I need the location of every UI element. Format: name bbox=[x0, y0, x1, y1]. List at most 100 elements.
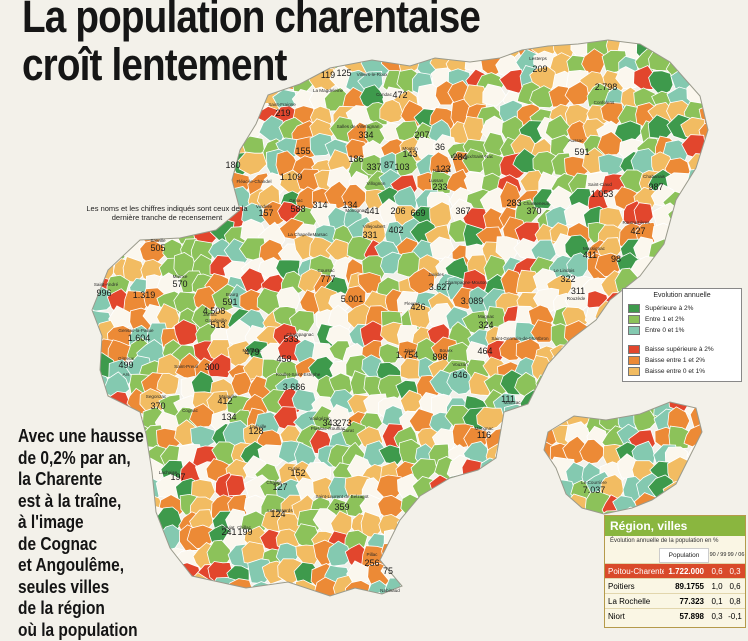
population-figure: 533 bbox=[283, 334, 298, 344]
population-figure: 411 bbox=[583, 250, 597, 260]
place-name-label: Saint-Fraigne bbox=[268, 102, 296, 107]
header-period-b: 99 / 06 bbox=[727, 552, 745, 558]
place-name-label: Saint-Germain-de-Montbron bbox=[491, 336, 549, 341]
place-name-label: Saint-Claud bbox=[588, 182, 612, 187]
population-figure: 273 bbox=[336, 418, 351, 428]
population-figure: 322 bbox=[560, 274, 575, 284]
table-cell-name: Poitou-Charentes bbox=[605, 567, 664, 576]
population-figure: 197 bbox=[170, 472, 185, 482]
population-figure: 152 bbox=[290, 468, 305, 478]
population-figure: 180 bbox=[225, 160, 240, 170]
population-figure: 402 bbox=[388, 225, 403, 235]
population-figure: 124 bbox=[270, 509, 285, 519]
legend-swatch bbox=[628, 304, 640, 313]
population-figure: 143 bbox=[402, 149, 417, 159]
population-figure: 206 bbox=[390, 206, 405, 216]
legend: Evolution annuelle Supérieure à 2%Entre … bbox=[622, 288, 742, 382]
table-cell-population: 57.898 bbox=[664, 612, 708, 621]
lede-line: et Angoulême, bbox=[18, 555, 147, 577]
place-name-label: Fléac-le-Chandel bbox=[237, 179, 272, 184]
lede-line: à l'image bbox=[18, 512, 147, 534]
table-cell-b: -0,1 bbox=[726, 612, 744, 621]
population-figure: 367 bbox=[455, 206, 470, 216]
population-figure: 3.089 bbox=[461, 296, 484, 306]
legend-item: Baisse entre 0 et 1% bbox=[628, 366, 736, 377]
place-name-label: Champagne-Mouton bbox=[445, 280, 487, 285]
place-name-label: Segonzac bbox=[146, 394, 167, 399]
place-name-label: Vouzan bbox=[452, 362, 468, 367]
population-figure: 283 bbox=[506, 198, 521, 208]
population-figure: 898 bbox=[432, 352, 447, 362]
table-rows: Poitou-Charentes1.722.0000,60,3Poitiers8… bbox=[605, 563, 745, 623]
population-figure: 505 bbox=[150, 243, 165, 253]
place-name-label: Cognac bbox=[182, 408, 199, 413]
place-name-label: Saint-André bbox=[94, 282, 119, 287]
population-figure: 996 bbox=[96, 288, 111, 298]
population-figure: 479 bbox=[244, 347, 259, 357]
legend-item: Supérieure à 2% bbox=[628, 303, 736, 314]
place-name-label: La Chapelle bbox=[288, 232, 313, 237]
place-name-label: Villognon bbox=[367, 181, 386, 186]
table-cell-population: 89.1755 bbox=[664, 582, 708, 591]
place-name-label: Pillac bbox=[367, 552, 379, 557]
place-name-label: Roumazières bbox=[622, 220, 650, 225]
headline-line-1: La population charentaise bbox=[22, 0, 480, 39]
population-figure: 646 bbox=[452, 370, 467, 380]
legend-item: Entre 1 et 2% bbox=[628, 314, 736, 325]
legend-swatch bbox=[628, 315, 640, 324]
population-figure: 1.053 bbox=[591, 189, 614, 199]
place-name-label: Salles de Villefagnan bbox=[337, 124, 380, 129]
place-name-label: Lesterps bbox=[529, 56, 547, 61]
header-population: Population bbox=[659, 548, 709, 563]
table-cell-a: 0,6 bbox=[708, 567, 726, 576]
population-figure: 1.604 bbox=[128, 333, 151, 343]
table-cell-population: 1.722.000 bbox=[664, 567, 708, 576]
population-figure: 311 bbox=[571, 286, 585, 296]
population-figure: 98 bbox=[611, 254, 621, 264]
population-figure: 343 bbox=[322, 418, 337, 428]
place-name-label: Le Lindois bbox=[554, 268, 576, 273]
population-figure: 7.037 bbox=[583, 485, 606, 495]
population-figure: 337 bbox=[366, 162, 381, 172]
table-cell-b: 0,6 bbox=[726, 582, 744, 591]
place-name-label: Condac bbox=[376, 92, 393, 97]
place-name-label: Rouzède bbox=[567, 296, 586, 301]
population-figure: 472 bbox=[392, 90, 407, 100]
legend-label: Supérieure à 2% bbox=[645, 305, 693, 312]
table-cell-name: Niort bbox=[605, 612, 664, 621]
lede-line: est à la traîne, bbox=[18, 491, 147, 513]
population-figure: 119 bbox=[321, 70, 335, 80]
population-figure: 111 bbox=[501, 394, 515, 404]
population-figure: 5.001 bbox=[341, 294, 364, 304]
population-figure: 209 bbox=[532, 64, 547, 74]
table-cell-a: 0,3 bbox=[708, 612, 726, 621]
population-figure: 300 bbox=[204, 362, 219, 372]
population-figure: 441 bbox=[364, 206, 379, 216]
place-name-label: Gurat bbox=[342, 428, 354, 433]
table-cell-population: 77.323 bbox=[664, 597, 708, 606]
population-figure: 241 bbox=[221, 527, 236, 537]
place-name-label: Saint-Preuil bbox=[174, 364, 198, 369]
population-figure: 134 bbox=[342, 200, 357, 210]
legend-label: Entre 1 et 2% bbox=[645, 316, 684, 323]
header-period-a: 90 / 99 bbox=[709, 552, 727, 558]
table-cell-name: La Rochelle bbox=[605, 597, 664, 606]
commune-cell bbox=[226, 475, 245, 496]
legend-label: Baisse entre 0 et 1% bbox=[645, 368, 705, 375]
population-figure: 426 bbox=[410, 302, 425, 312]
population-figure: 256 bbox=[364, 558, 379, 568]
population-figure: 116 bbox=[477, 430, 491, 440]
table-title: Région, villes bbox=[605, 516, 745, 536]
population-figure: 207 bbox=[414, 130, 429, 140]
legend-swatch bbox=[628, 367, 640, 376]
population-figure: 127 bbox=[272, 482, 287, 492]
region-table: Région, villes Évolution annuelle de la … bbox=[604, 515, 746, 628]
table-header: Population 90 / 99 99 / 06 bbox=[605, 547, 745, 563]
population-figure: 1.754 bbox=[396, 350, 419, 360]
population-figure: 2.798 bbox=[595, 82, 618, 92]
lede-line: seules villes bbox=[18, 577, 147, 599]
legend-item: Baisse entre 1 et 2% bbox=[628, 355, 736, 366]
table-subtitle: Évolution annuelle de la population en % bbox=[605, 536, 745, 547]
